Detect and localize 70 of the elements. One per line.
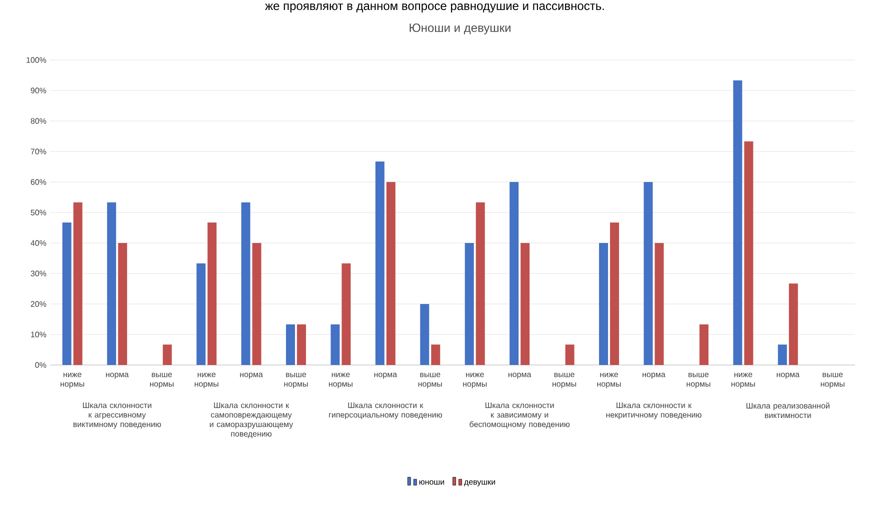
- bar: [386, 182, 396, 365]
- bar: [599, 242, 608, 365]
- bar: [420, 304, 430, 365]
- x-tick-label: ниже нормы: [731, 372, 755, 388]
- x-tick-label: выше нормы: [820, 372, 844, 388]
- bar: [107, 202, 116, 365]
- bar: [788, 284, 798, 365]
- bar: [241, 202, 250, 365]
- x-tick-label: норма: [642, 372, 666, 379]
- bar: [208, 222, 217, 365]
- bar: [162, 344, 172, 365]
- bar: [375, 162, 384, 365]
- text: Шкала склонности к самоповреждающему и саморазрушающему поведению: [210, 402, 294, 438]
- x-tick-label: норма: [776, 372, 800, 379]
- x-tick-label: норма: [508, 372, 532, 379]
- x-tick-label: норма: [106, 372, 129, 379]
- bar: [342, 263, 351, 365]
- y-tick-label: 40%: [30, 240, 46, 246]
- bar: [73, 202, 82, 365]
- y-tick-label: 20%: [30, 301, 46, 307]
- y-tick-label: 80%: [30, 118, 46, 124]
- y-tick-label: 70%: [30, 148, 46, 154]
- y-tick-label: 0%: [35, 362, 46, 368]
- text: Шкала склонности к некритичному поведению: [606, 402, 702, 420]
- bar: [62, 222, 72, 365]
- bar: [778, 344, 787, 365]
- bar: [610, 222, 620, 365]
- legend-label: юноши: [419, 480, 444, 485]
- text: Шкала реализованной виктимности: [746, 402, 830, 418]
- bar: [286, 324, 295, 365]
- x-tick-label: ниже нормы: [463, 372, 487, 388]
- x-tick-label: ниже нормы: [194, 372, 218, 388]
- bar: [431, 344, 440, 365]
- bar: [196, 263, 206, 365]
- text: же проявляют в данном вопросе равнодушие и пассивность.: [265, 4, 604, 12]
- bar: [510, 182, 519, 365]
- x-tick-label: ниже нормы: [60, 372, 84, 388]
- x-tick-label: ниже нормы: [328, 372, 352, 388]
- y-tick-label: 30%: [30, 270, 46, 276]
- legend-label: девушки: [464, 480, 496, 486]
- bar: [118, 242, 128, 365]
- bar: [565, 344, 574, 365]
- x-tick-label: ниже нормы: [597, 372, 621, 388]
- y-tick-label: 50%: [30, 210, 46, 216]
- x-tick-label: выше нормы: [686, 372, 710, 388]
- bar: [252, 242, 262, 365]
- bar: [744, 141, 754, 365]
- text: Шкала склонности к агрессивному виктимному поведению: [73, 402, 161, 429]
- bar: [699, 324, 708, 365]
- text: Шкала склонности к гиперсоциальному поведению: [329, 402, 442, 420]
- bar: [476, 202, 485, 365]
- y-tick-label: 100%: [26, 57, 46, 63]
- x-tick-label: выше нормы: [150, 372, 174, 388]
- x-tick-label: выше нормы: [284, 372, 308, 388]
- bar: [644, 182, 653, 365]
- y-tick-label: 90%: [30, 88, 46, 94]
- x-tick-label: норма: [240, 372, 263, 379]
- x-tick-label: выше нормы: [418, 372, 442, 388]
- bar: [296, 324, 306, 365]
- y-tick-label: 60%: [30, 179, 46, 185]
- bar: [520, 242, 530, 365]
- bar: [654, 242, 664, 365]
- x-tick-label: норма: [374, 372, 398, 379]
- text: Шкала склонности к зависимому и беспомощному поведению: [470, 402, 570, 429]
- chart-title: Юноши и девушки: [410, 24, 510, 34]
- y-tick-label: 10%: [31, 332, 46, 338]
- bar: [464, 242, 474, 365]
- x-tick-label: выше нормы: [552, 372, 576, 388]
- bar: [733, 80, 742, 365]
- bar: [330, 324, 340, 365]
